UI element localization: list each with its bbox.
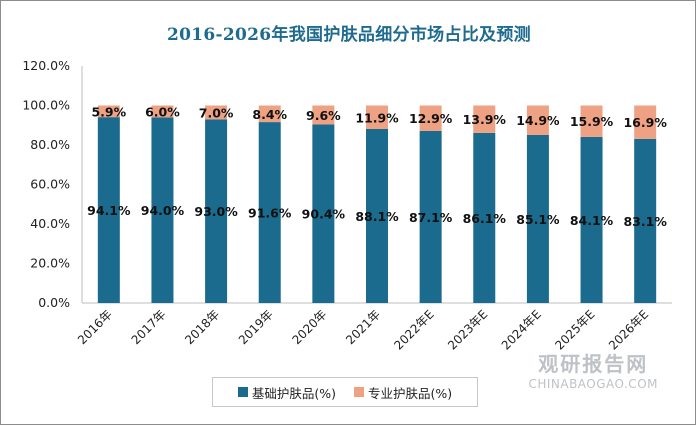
x-tick-label: 2019年 — [236, 307, 276, 347]
watermark-en: CHINABAOGAO.COM — [528, 377, 658, 391]
bar-professional — [205, 105, 228, 120]
x-tick-label: 2024年E — [499, 307, 544, 352]
data-label-basic: 94.1% — [87, 203, 131, 218]
data-label-professional: 6.0% — [145, 104, 180, 119]
data-label-basic: 93.0% — [194, 204, 238, 219]
bar-basic — [473, 132, 496, 303]
bar-basic — [366, 129, 388, 303]
y-tick-label: 120.0% — [22, 58, 70, 73]
data-label-basic: 94.0% — [141, 203, 185, 218]
data-label-professional: 9.6% — [306, 108, 341, 123]
legend-item-basic[interactable]: 基础护肤品(%) — [237, 383, 336, 402]
bar-basic — [634, 138, 657, 303]
y-tick-label: 100.0% — [22, 98, 70, 113]
x-tick-label: 2026年E — [606, 307, 651, 352]
data-label-professional: 13.9% — [463, 112, 507, 127]
bar-professional — [526, 105, 549, 135]
bar-basic — [97, 117, 120, 303]
data-label-basic: 88.1% — [355, 209, 399, 224]
x-tick-label: 2020年 — [290, 307, 330, 347]
legend-swatch-professional — [354, 387, 364, 397]
bar-basic — [419, 130, 442, 303]
bar-professional — [97, 105, 120, 118]
bar-basic — [205, 119, 228, 303]
data-label-professional: 15.9% — [570, 114, 614, 129]
data-label-basic: 90.4% — [302, 207, 346, 222]
bar-professional — [258, 105, 281, 123]
x-tick-label: 2023年E — [445, 307, 490, 352]
y-tick-label: 0.0% — [38, 295, 70, 310]
data-label-professional: 14.9% — [516, 113, 560, 128]
bar-basic — [258, 122, 281, 303]
bar-professional — [580, 105, 603, 137]
data-label-basic: 91.6% — [248, 206, 292, 221]
data-label-basic: 87.1% — [409, 210, 453, 225]
legend-label-professional: 专业护肤品(%) — [368, 385, 453, 401]
y-tick-label: 40.0% — [30, 216, 70, 231]
legend-item-professional[interactable]: 专业护肤品(%) — [354, 383, 452, 402]
bar-professional — [634, 105, 657, 139]
y-tick-label: 80.0% — [30, 137, 70, 152]
data-label-basic: 83.1% — [623, 214, 667, 229]
watermark-cn: 观研报告网 — [538, 352, 649, 376]
bar-professional — [151, 105, 174, 118]
data-label-professional: 11.9% — [355, 110, 399, 125]
data-label-professional: 5.9% — [91, 104, 126, 119]
data-label-basic: 86.1% — [463, 211, 507, 226]
x-tick-label: 2025年E — [552, 307, 597, 352]
chart-legend: 基础护肤品(%) 专业护肤品(%) — [212, 377, 478, 407]
x-tick-label: 2022年E — [391, 307, 436, 352]
x-tick-label: 2021年 — [343, 307, 383, 347]
chart-title: 2016-2026年我国护肤品细分市场占比及预测 — [167, 25, 531, 45]
bar-basic — [151, 117, 174, 303]
x-tick-label: 2018年 — [182, 307, 222, 347]
bar-basic — [580, 136, 603, 303]
watermark-logo: 观研报告网 CHINABAOGAO.COM — [528, 348, 658, 391]
data-label-professional: 7.0% — [199, 105, 234, 120]
bar-professional — [419, 105, 442, 131]
bar-basic — [312, 124, 335, 304]
x-tick-label: 2016年 — [75, 307, 115, 347]
bar-basic — [526, 134, 549, 303]
legend-label-basic: 基础护肤品(%) — [251, 385, 336, 401]
data-label-basic: 85.1% — [516, 212, 560, 227]
data-label-professional: 16.9% — [623, 115, 667, 130]
data-label-professional: 12.9% — [409, 111, 453, 126]
legend-swatch-basic — [237, 387, 248, 397]
y-tick-label: 20.0% — [30, 256, 70, 271]
bar-professional — [366, 105, 388, 130]
x-tick-label: 2017年 — [129, 307, 169, 347]
data-label-professional: 8.4% — [252, 107, 287, 122]
data-label-basic: 84.1% — [570, 213, 614, 228]
bar-professional — [473, 105, 496, 133]
bar-professional — [312, 105, 335, 125]
y-tick-label: 60.0% — [30, 177, 70, 192]
